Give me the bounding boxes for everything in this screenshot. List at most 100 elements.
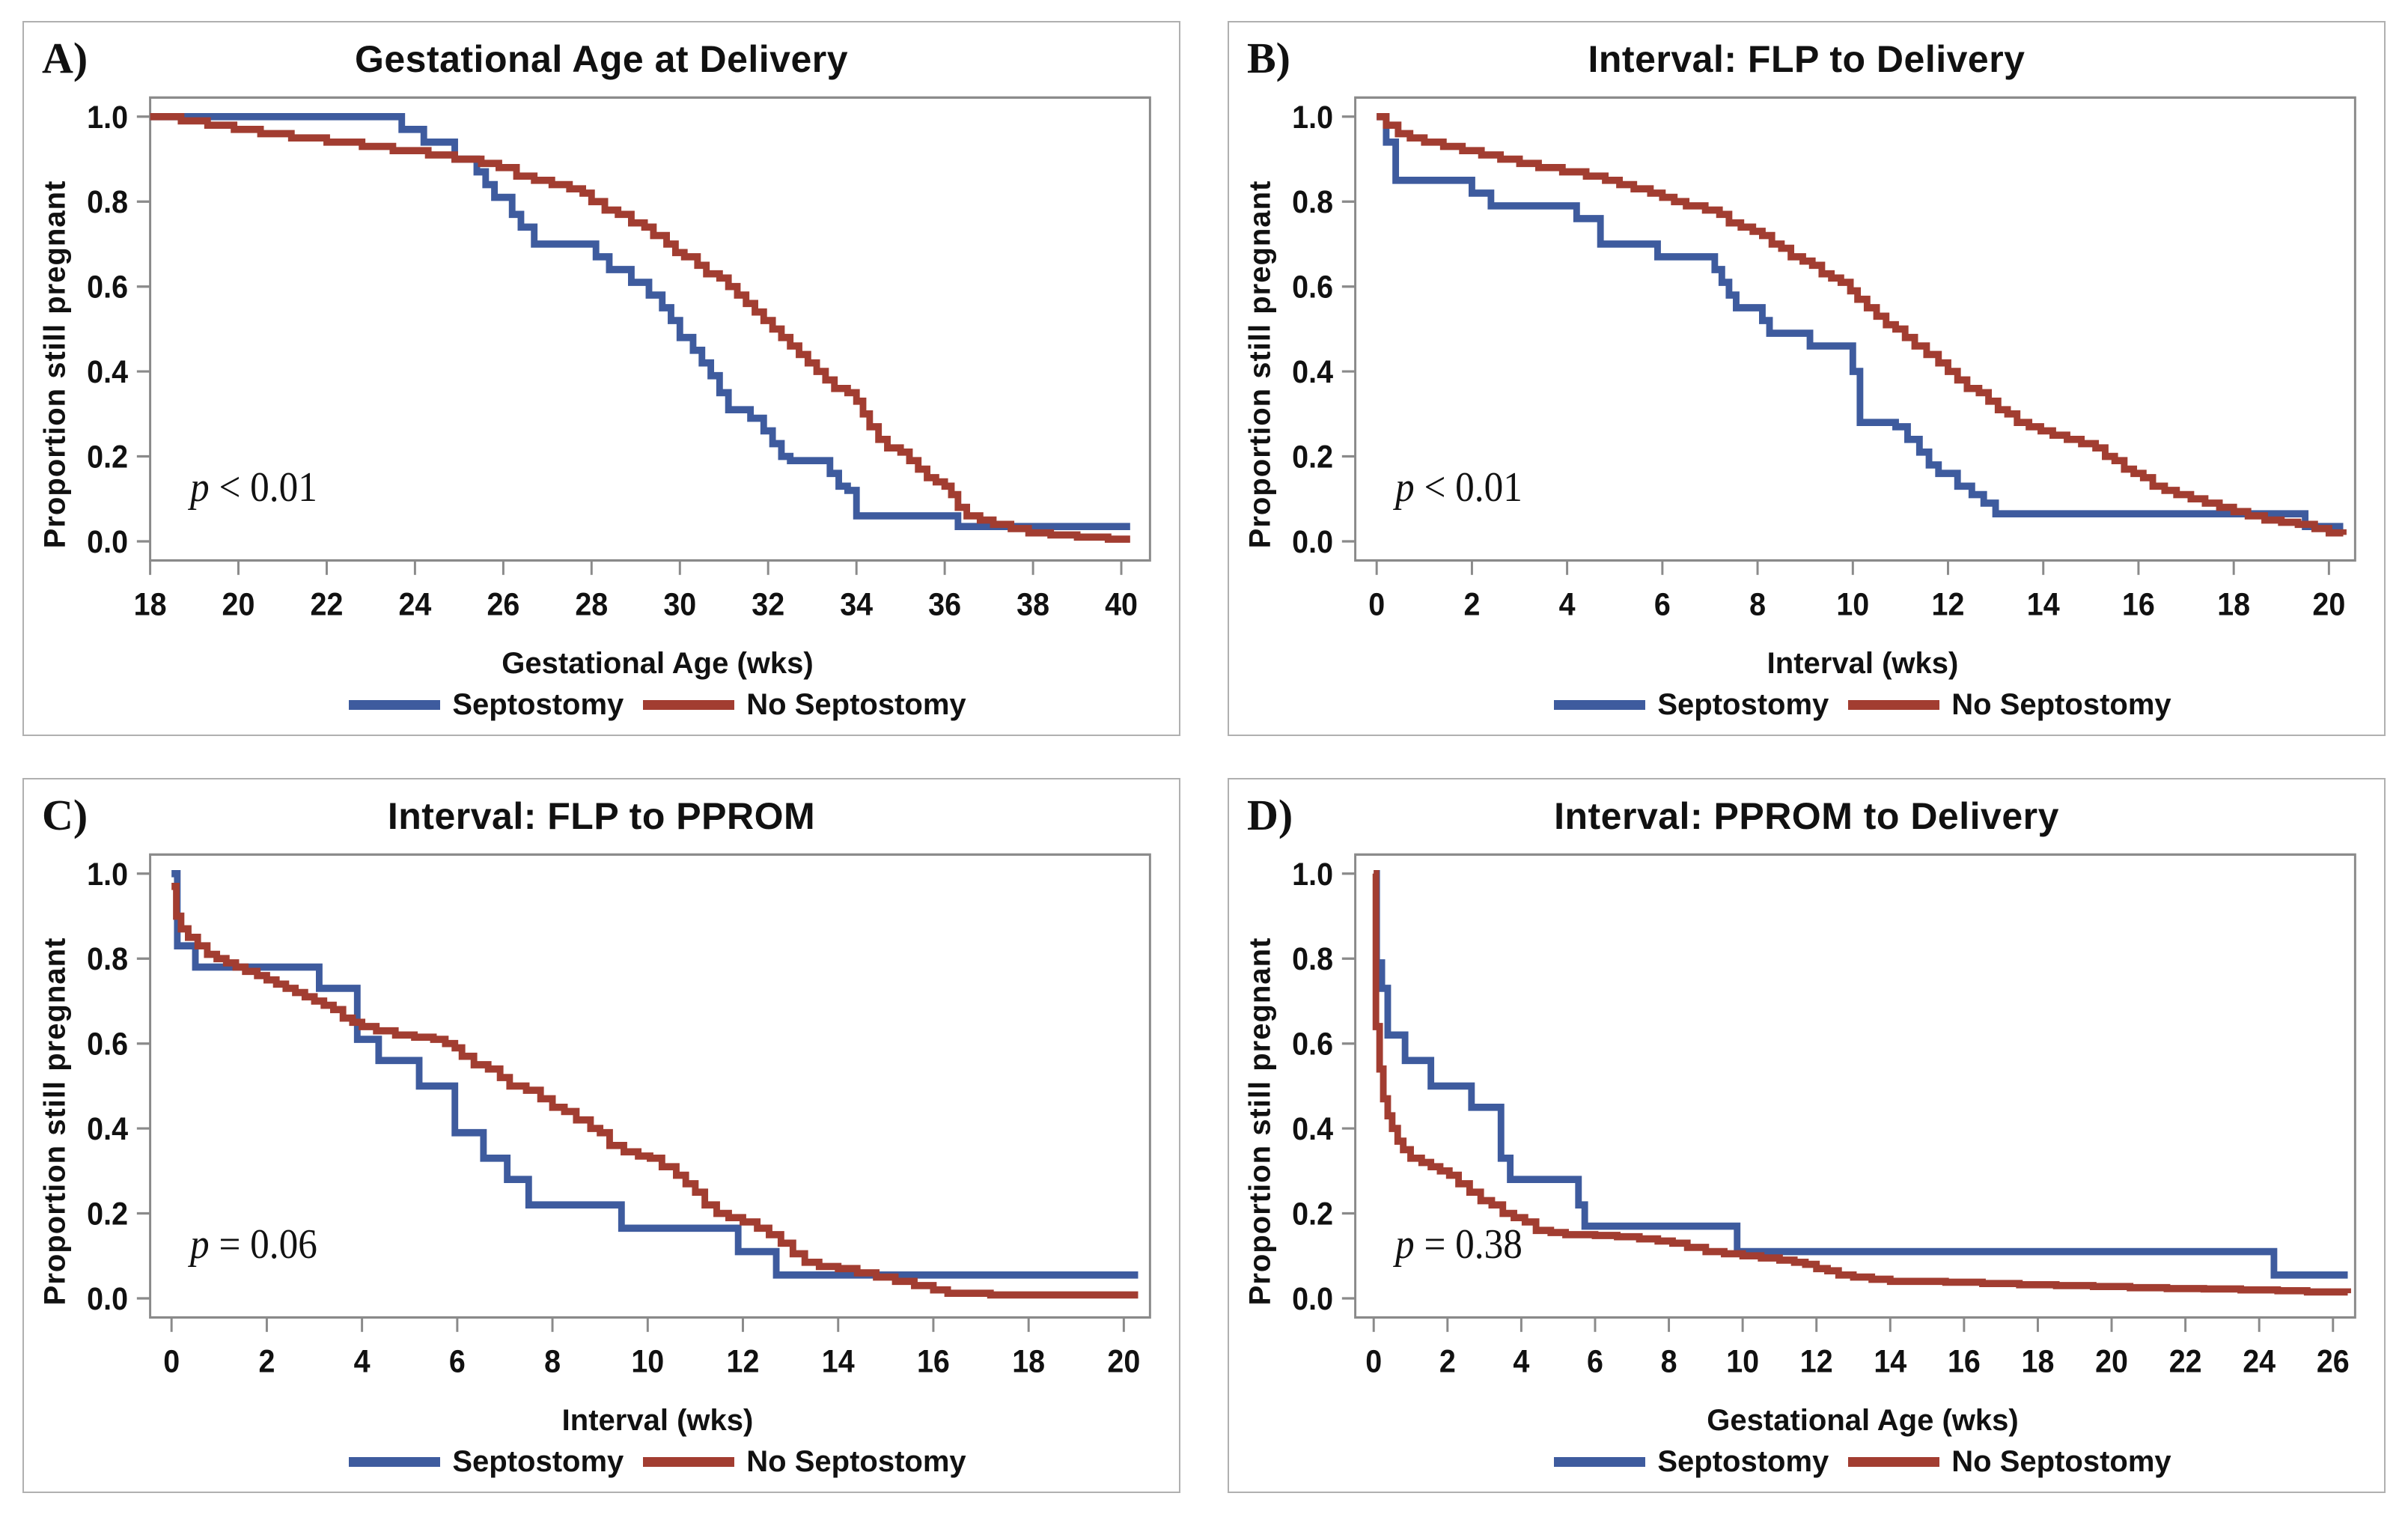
svg-text:8: 8 — [1749, 586, 1766, 622]
svg-text:2: 2 — [258, 1343, 275, 1379]
panel-d-ylabel-wrap: Proportion still pregnant — [1240, 840, 1281, 1402]
panel-a: A) Gestational Age at Delivery Proportio… — [22, 21, 1180, 736]
svg-text:0.8: 0.8 — [1292, 941, 1333, 977]
legend: Septostomy No Septostomy — [147, 682, 1168, 727]
legend-swatch-septostomy — [349, 699, 441, 710]
panel-d-plot-row: Proportion still pregnant 0.0 0.2 0.4 0.6 0.… — [1240, 840, 2374, 1402]
legend-label-no-septostomy: No Septostomy — [746, 1444, 966, 1478]
svg-text:38: 38 — [1016, 586, 1049, 622]
svg-text:1.0: 1.0 — [1292, 99, 1333, 135]
svg-text:0: 0 — [163, 1343, 180, 1379]
svg-text:0.0: 0.0 — [87, 1280, 128, 1316]
svg-text:p < 0.01: p < 0.01 — [1392, 463, 1522, 510]
svg-text:10: 10 — [1726, 1343, 1759, 1379]
legend: Septostomy No Septostomy — [147, 1439, 1168, 1484]
legend-label-no-septostomy: No Septostomy — [1951, 687, 2171, 721]
svg-text:p = 0.38: p = 0.38 — [1392, 1220, 1522, 1267]
km-plot-a: 0.0 0.2 0.4 0.6 0.8 1.0 18 20 22 24 26 28 30 32 34 36 38… — [87, 96, 1151, 622]
svg-text:20: 20 — [2312, 586, 2345, 622]
svg-text:28: 28 — [575, 586, 608, 622]
svg-text:18: 18 — [134, 586, 167, 622]
legend-swatch-no-septostomy — [643, 699, 735, 710]
svg-text:18: 18 — [2022, 1343, 2055, 1379]
svg-text:0.6: 0.6 — [1292, 1026, 1333, 1062]
legend-swatch-no-septostomy — [643, 1456, 735, 1467]
svg-text:0: 0 — [1365, 1343, 1382, 1379]
svg-text:1.0: 1.0 — [1292, 856, 1333, 892]
svg-text:24: 24 — [2243, 1343, 2276, 1379]
svg-text:0.4: 0.4 — [1292, 1111, 1333, 1147]
panel-d-label: D) — [1247, 791, 1293, 839]
svg-text:1.0: 1.0 — [87, 856, 128, 892]
legend-label-septostomy: Septostomy — [1657, 1444, 1829, 1478]
svg-text:34: 34 — [840, 586, 873, 622]
km-plot-d: 0.00.20.40.60.81.00 2 4 6 8 10 12 14 16 18 20 22 24 2… — [1292, 853, 2356, 1379]
svg-text:18: 18 — [1012, 1343, 1045, 1379]
legend-swatch-no-septostomy — [1848, 1456, 1940, 1467]
y-axis-label: Proportion still pregnant — [38, 180, 72, 548]
svg-text:0.0: 0.0 — [1292, 523, 1333, 559]
svg-text:36: 36 — [928, 586, 961, 622]
y-axis-label: Proportion still pregnant — [38, 937, 72, 1305]
svg-text:22: 22 — [311, 586, 344, 622]
svg-text:0.0: 0.0 — [87, 523, 128, 559]
svg-text:24: 24 — [398, 586, 431, 622]
svg-text:14: 14 — [822, 1343, 855, 1379]
x-axis-label: Interval (wks) — [1767, 647, 1959, 680]
svg-text:0.0: 0.0 — [1292, 1280, 1333, 1316]
svg-text:0: 0 — [1368, 586, 1385, 622]
svg-text:18: 18 — [2217, 586, 2250, 622]
y-axis-label: Proportion still pregnant — [1243, 937, 1277, 1305]
svg-text:40: 40 — [1105, 586, 1138, 622]
svg-text:12: 12 — [1932, 586, 1965, 622]
svg-text:8: 8 — [544, 1343, 561, 1379]
svg-text:16: 16 — [917, 1343, 950, 1379]
panel-d: D) Interval: PPROM to Delivery Proportio… — [1228, 778, 2386, 1493]
legend-swatch-no-septostomy — [1848, 699, 1940, 710]
legend-label-septostomy: Septostomy — [452, 1444, 624, 1478]
svg-text:16: 16 — [2122, 586, 2155, 622]
panel-a-label: A) — [42, 34, 88, 82]
svg-text:0.8: 0.8 — [1292, 184, 1333, 220]
panel-a-title: Gestational Age at Delivery — [354, 38, 849, 80]
svg-text:14: 14 — [1874, 1343, 1906, 1379]
panel-a-plot-row: Proportion still pregnant 0.0 0.2 0.4 0.6 0.… — [34, 83, 1168, 645]
svg-text:0.2: 0.2 — [87, 1196, 128, 1232]
svg-text:4: 4 — [1513, 1343, 1529, 1379]
km-plot-b: 0.0 0.2 0.4 0.6 0.8 1.0 0 2 4 6 8 10 12 14 16 18 20 p < 0… — [1292, 96, 2356, 622]
legend-label-septostomy: Septostomy — [452, 687, 624, 721]
svg-text:20: 20 — [2095, 1343, 2128, 1379]
panel-b-plot-row: Proportion still pregnant 0.0 0.2 0.4 0.6 0.… — [1240, 83, 2374, 645]
svg-text:22: 22 — [2169, 1343, 2202, 1379]
legend-swatch-septostomy — [349, 1456, 441, 1467]
legend: Septostomy No Septostomy — [1352, 682, 2374, 727]
panel-b-ylabel-wrap: Proportion still pregnant — [1240, 83, 1281, 645]
svg-text:0.6: 0.6 — [1292, 269, 1333, 305]
svg-text:30: 30 — [663, 586, 696, 622]
panel-d-title: Interval: PPROM to Delivery — [1554, 795, 2059, 837]
svg-text:20: 20 — [222, 586, 255, 622]
svg-text:0.8: 0.8 — [87, 941, 128, 977]
svg-text:1.0: 1.0 — [87, 99, 128, 135]
svg-text:26: 26 — [487, 586, 519, 622]
legend-label-septostomy: Septostomy — [1657, 687, 1829, 721]
legend-label-no-septostomy: No Septostomy — [746, 687, 966, 721]
x-axis-label: Gestational Age (wks) — [1707, 1404, 2019, 1437]
km-plot-c: 0.0 0.2 0.4 0.6 0.8 1.0 0 2 4 6 8 10 12 14 16 18 20 p = 0… — [87, 853, 1151, 1379]
svg-text:0.2: 0.2 — [1292, 439, 1333, 475]
svg-text:2: 2 — [1439, 1343, 1456, 1379]
svg-text:0.2: 0.2 — [87, 439, 128, 475]
svg-text:0.6: 0.6 — [87, 1026, 128, 1062]
svg-text:0.8: 0.8 — [87, 184, 128, 220]
panel-b: B) Interval: FLP to Delivery Proportion … — [1228, 21, 2386, 736]
svg-text:0.4: 0.4 — [1292, 354, 1333, 390]
svg-text:8: 8 — [1661, 1343, 1677, 1379]
legend-swatch-septostomy — [1554, 699, 1646, 710]
x-axis-label: Interval (wks) — [561, 1404, 754, 1437]
legend: Septostomy No Septostomy — [1352, 1439, 2374, 1484]
panel-c: C) Interval: FLP to PPROM Proportion sti… — [22, 778, 1180, 1493]
svg-text:10: 10 — [631, 1343, 664, 1379]
svg-text:10: 10 — [1836, 586, 1869, 622]
svg-text:0.6: 0.6 — [87, 269, 128, 305]
